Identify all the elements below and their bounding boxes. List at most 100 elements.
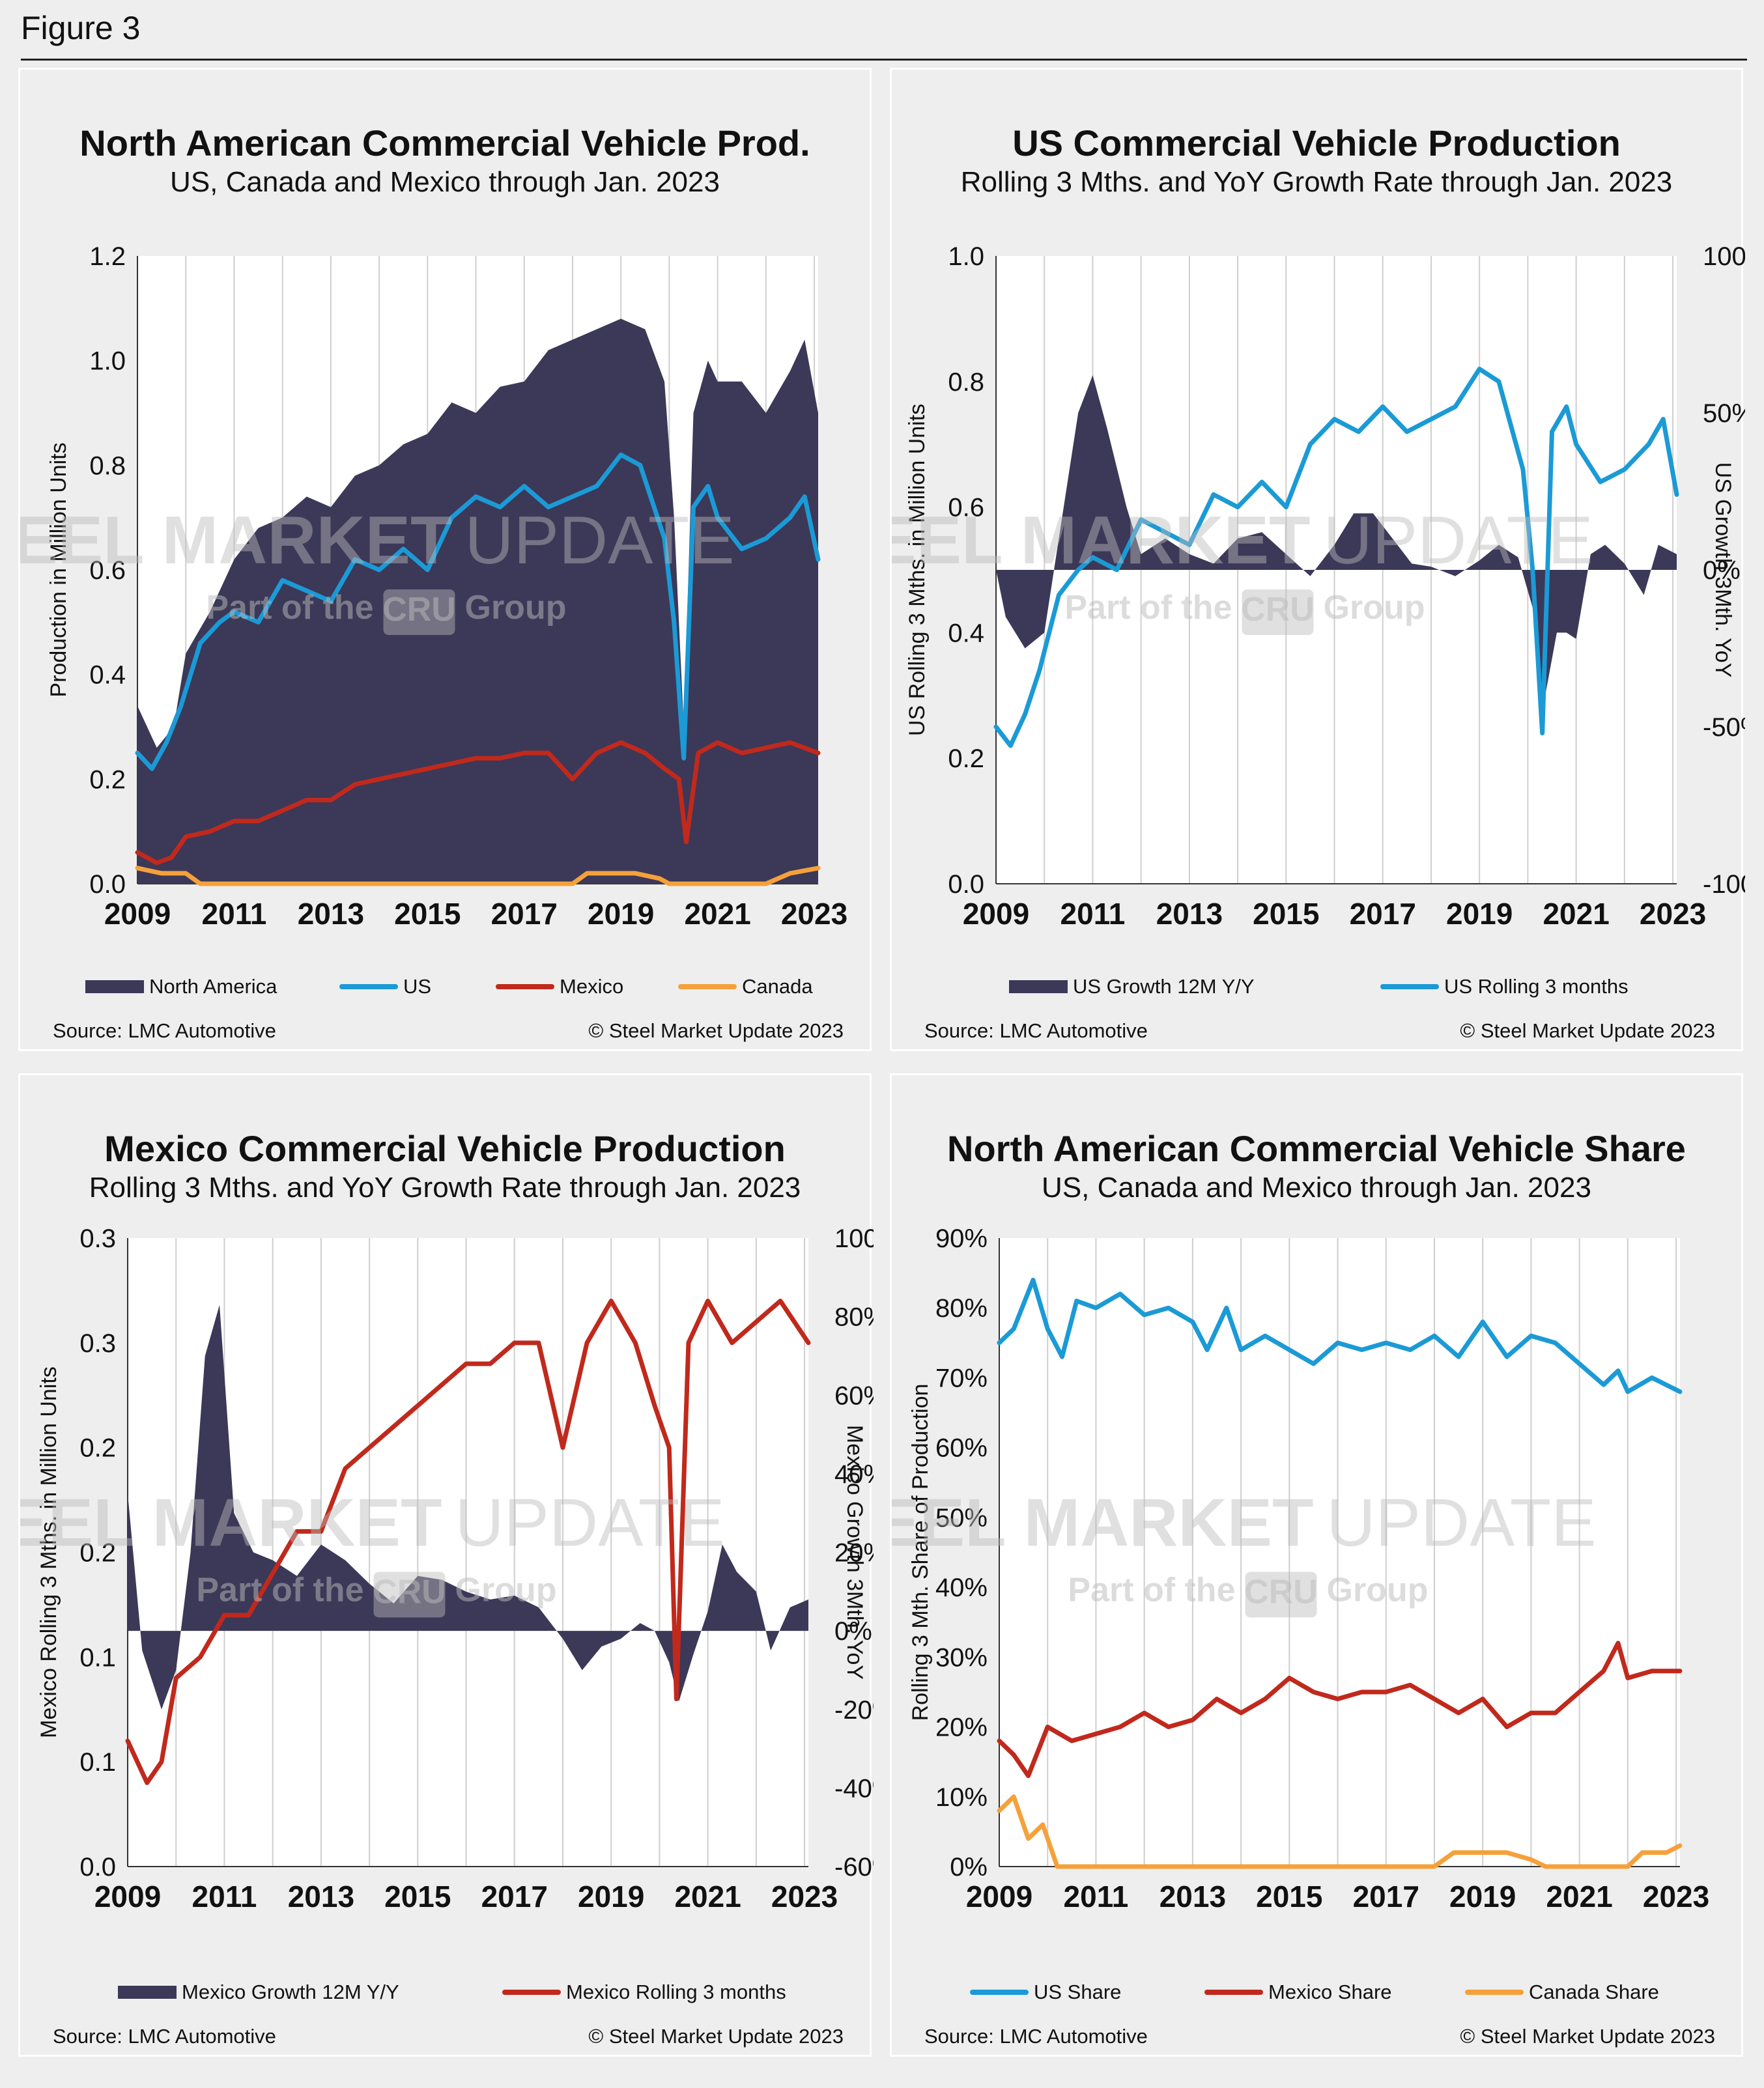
x-tick-label: 2019 <box>1446 897 1513 931</box>
watermark-text: Group <box>455 1572 557 1609</box>
legend-label: US <box>403 975 432 998</box>
watermark-text: UPDATE <box>465 503 735 578</box>
x-tick-label: 2011 <box>1064 1880 1129 1913</box>
y2-tick-label: 100% <box>1703 242 1745 271</box>
x-tick-label: 2015 <box>394 897 461 931</box>
legend-swatch <box>339 984 398 989</box>
chart-subtitle: Rolling 3 Mths. and YoY Growth Rate thro… <box>960 166 1673 198</box>
series-area-us-growth-12m-y-y <box>996 375 1677 711</box>
x-tick-label: 2015 <box>384 1880 451 1913</box>
y-tick-label: 0.2 <box>79 1539 116 1568</box>
legend-label: Mexico Share <box>1268 1981 1392 2003</box>
watermark-text: STEEL MARKET <box>892 1486 1314 1561</box>
series-line-mexico <box>135 740 821 866</box>
legend-label: US Rolling 3 months <box>1444 975 1629 998</box>
x-tick-label: 2013 <box>1159 1880 1226 1913</box>
chart-panel-us-production: US Commercial Vehicle Production Rolling… <box>890 68 1745 1051</box>
y-tick-label: 0.2 <box>948 744 984 773</box>
x-tick-label: 2013 <box>1156 897 1223 931</box>
chart-title: North American Commercial Vehicle Share <box>947 1128 1686 1169</box>
copyright-note: © Steel Market Update 2023 <box>1460 1019 1715 1042</box>
x-tick-label: 2011 <box>1060 897 1126 931</box>
x-tick-label: 2011 <box>192 1880 257 1913</box>
watermark-text: UPDATE <box>1327 1486 1597 1561</box>
x-tick-label: 2023 <box>1643 1880 1709 1913</box>
y-axis-label: Mexico Rolling 3 Mths. in Million Units <box>36 1366 61 1738</box>
y2-tick-label: 80% <box>834 1303 874 1332</box>
legend-label: US Share <box>1034 1981 1122 2003</box>
y-tick-label: 0.4 <box>948 619 984 647</box>
y-tick-label: 20% <box>935 1714 988 1742</box>
x-tick-label: 2023 <box>1640 897 1706 931</box>
watermark-text: Part of the <box>196 1572 363 1609</box>
legend-item-canada: Canada <box>678 975 813 998</box>
chart-title: North American Commercial Vehicle Prod. <box>79 122 810 163</box>
series-line-canada-share <box>997 1794 1683 1869</box>
chart-panel-na-production: North American Commercial Vehicle Prod. … <box>18 68 872 1051</box>
series-line-us-rolling-3-months <box>993 367 1679 748</box>
x-tick-label: 2009 <box>104 897 171 931</box>
watermark-text: CRU <box>1244 1573 1318 1611</box>
legend-item-us-share: US Share <box>970 1981 1121 2004</box>
x-tick-label: 2019 <box>1449 1880 1516 1913</box>
watermark-text: STEEL MARKET <box>20 1486 442 1561</box>
y2-tick-label: -50% <box>1703 713 1745 742</box>
watermark-badge <box>1245 1572 1317 1618</box>
series-line-us <box>135 452 821 771</box>
y2-tick-label: 40% <box>834 1460 874 1489</box>
y-tick-label: 0.0 <box>79 1853 116 1882</box>
y-axis-label: US Rolling 3 Mths. in Million Units <box>905 404 930 736</box>
source-note: Source: LMC Automotive <box>53 1019 276 1042</box>
legend-swatch <box>85 980 144 993</box>
chart-subtitle: Rolling 3 Mths. and YoY Growth Rate thro… <box>89 1172 801 1204</box>
y2-tick-label: -20% <box>834 1696 874 1725</box>
y-tick-label: 90% <box>935 1224 988 1253</box>
series-line-canada <box>135 866 821 886</box>
watermark-badge <box>1242 589 1314 635</box>
x-tick-label: 2013 <box>298 897 364 931</box>
y2-tick-label: 20% <box>834 1539 874 1568</box>
y-tick-label: 0.8 <box>948 368 984 397</box>
legend-item-us: US <box>339 975 431 998</box>
x-tick-label: 2021 <box>1546 1880 1612 1913</box>
legend-label: Canada Share <box>1529 1981 1659 2003</box>
y-tick-label: 0.3 <box>79 1224 116 1253</box>
legend-item-mexico-share: Mexico Share <box>1204 1981 1392 2004</box>
y-tick-label: 1.2 <box>89 242 126 271</box>
y-axis-label: Rolling 3 Mth. Share of Production <box>908 1384 933 1721</box>
legend-item-mexico-rolling: Mexico Rolling 3 months <box>502 1981 786 2004</box>
y-tick-label: 10% <box>935 1783 988 1812</box>
legend-item-us-growth: US Growth 12M Y/Y <box>1009 975 1255 998</box>
y-tick-label: 1.0 <box>948 242 984 271</box>
legend-item-north-america: North America <box>85 975 277 998</box>
x-tick-label: 2023 <box>781 897 847 931</box>
legend-item-mexico-growth: Mexico Growth 12M Y/Y <box>118 1981 399 2004</box>
y2-tick-label: 50% <box>1703 399 1745 428</box>
series-area-mexico-growth-12m-y-y <box>128 1305 808 1710</box>
chart-plot: 0.0 0.2 0.4 0.6 0.8 1.0 -100% -50% 0% 50% 100% 2009… <box>892 242 1745 931</box>
y-tick-label: 0.6 <box>89 556 126 585</box>
watermark-text: Group <box>465 589 567 627</box>
source-note: Source: LMC Automotive <box>53 2025 276 2048</box>
watermark-text: Part of the <box>1068 1572 1235 1609</box>
series-line-mexico-rolling-3-months <box>125 1299 811 1785</box>
legend-swatch <box>118 1986 177 1999</box>
y-tick-label: 0.6 <box>948 494 984 522</box>
y-tick-label: 0.0 <box>948 870 984 899</box>
y-tick-label: 0% <box>950 1853 988 1882</box>
legend-item-mexico: Mexico <box>496 975 623 998</box>
legend-label: US Growth 12M Y/Y <box>1073 975 1255 998</box>
legend-swatch <box>502 1990 561 1995</box>
series-line-mexico-share <box>997 1641 1683 1779</box>
x-tick-label: 2017 <box>481 1880 548 1913</box>
watermark-text: STEEL MARKET <box>20 503 452 578</box>
watermark-badge <box>373 1572 446 1618</box>
x-tick-label: 2009 <box>963 897 1029 931</box>
x-tick-label: 2017 <box>491 897 558 931</box>
y-tick-label: 50% <box>935 1504 988 1532</box>
y2-axis-label: US Growth 3Mth. YoY <box>1711 462 1735 678</box>
y-tick-label: 0.8 <box>89 451 126 480</box>
y2-tick-label: 0% <box>834 1617 872 1646</box>
y-tick-label: 0.2 <box>79 1434 116 1463</box>
watermark-text: Group <box>1324 589 1425 627</box>
